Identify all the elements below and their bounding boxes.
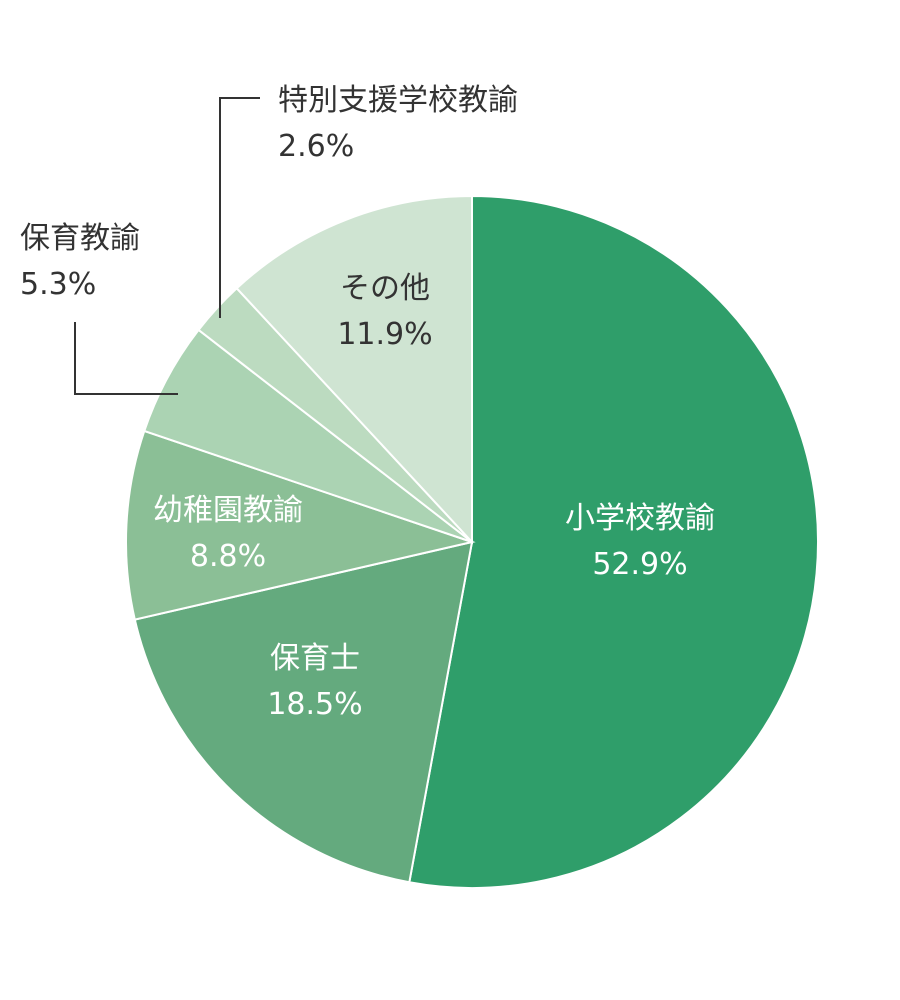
slice-category-label: 特別支援学校教諭 <box>278 83 518 118</box>
slice-category-label: 保育士 <box>270 641 360 676</box>
pie-slice-6 <box>235 194 473 545</box>
slice-category-label: 保育教諭 <box>20 221 140 256</box>
slice-label-5: 特別支援学校教諭 2.6% <box>278 83 518 164</box>
slice-label-1: 小学校教諭 52.9% <box>565 501 715 582</box>
slice-label-4: 保育教諭 5.3% <box>20 221 140 302</box>
leader-lines <box>74 97 260 395</box>
slice-value-label: 5.3% <box>20 267 96 302</box>
slice-category-label: その他 <box>340 271 430 306</box>
slice-value-label: 52.9% <box>592 547 687 582</box>
leader-line-4 <box>74 322 178 395</box>
pie-slice-3 <box>125 429 476 621</box>
leader-line-5 <box>219 97 260 318</box>
slice-label-6: その他 11.9% <box>337 271 432 352</box>
slice-label-2: 保育士 18.5% <box>267 641 362 722</box>
slice-value-label: 2.6% <box>278 129 354 164</box>
pie-slice-2 <box>133 540 474 884</box>
slice-value-label: 11.9% <box>337 317 432 352</box>
slice-category-label: 小学校教諭 <box>565 501 715 536</box>
slice-label-3: 幼稚園教諭 8.8% <box>153 493 303 574</box>
slice-value-label: 8.8% <box>190 539 266 574</box>
slice-category-label: 幼稚園教諭 <box>153 493 303 528</box>
slice-labels: 小学校教諭 52.9% 保育士 18.5% 幼稚園教諭 8.8% 保育教諭 5.3% 特別支援学… <box>20 83 715 722</box>
pie-slice-1 <box>408 194 819 889</box>
slice-value-label: 18.5% <box>267 687 362 722</box>
pie-slices <box>125 194 819 889</box>
